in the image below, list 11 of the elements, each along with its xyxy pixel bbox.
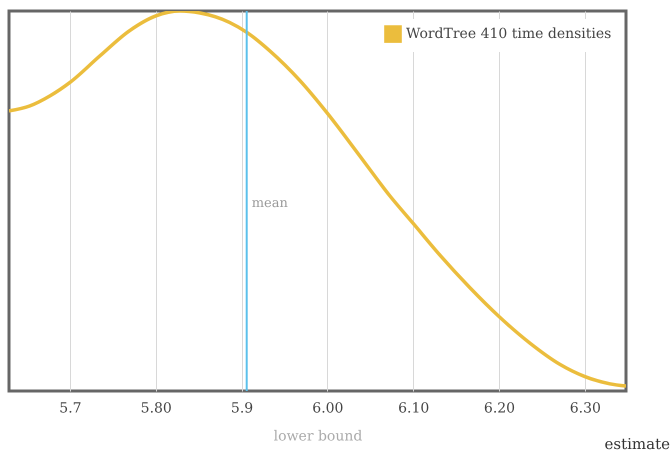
x-tick-label: 5.7 (59, 400, 82, 416)
text: estimate (604, 435, 670, 453)
x-tick-label: 6.00 (312, 400, 344, 416)
legend-label: WordTree 410 time densities (406, 26, 612, 42)
ref-line-label: mean (252, 196, 288, 211)
x-axis-title: lower bound (274, 428, 362, 444)
x-tick-label: 6.20 (484, 400, 516, 416)
x-tick-label: 5.80 (140, 400, 172, 416)
x-tick-label: 6.10 (398, 400, 430, 416)
x-tick-label: 6.30 (570, 400, 601, 416)
x-tick-label: 5.9 (230, 400, 254, 416)
